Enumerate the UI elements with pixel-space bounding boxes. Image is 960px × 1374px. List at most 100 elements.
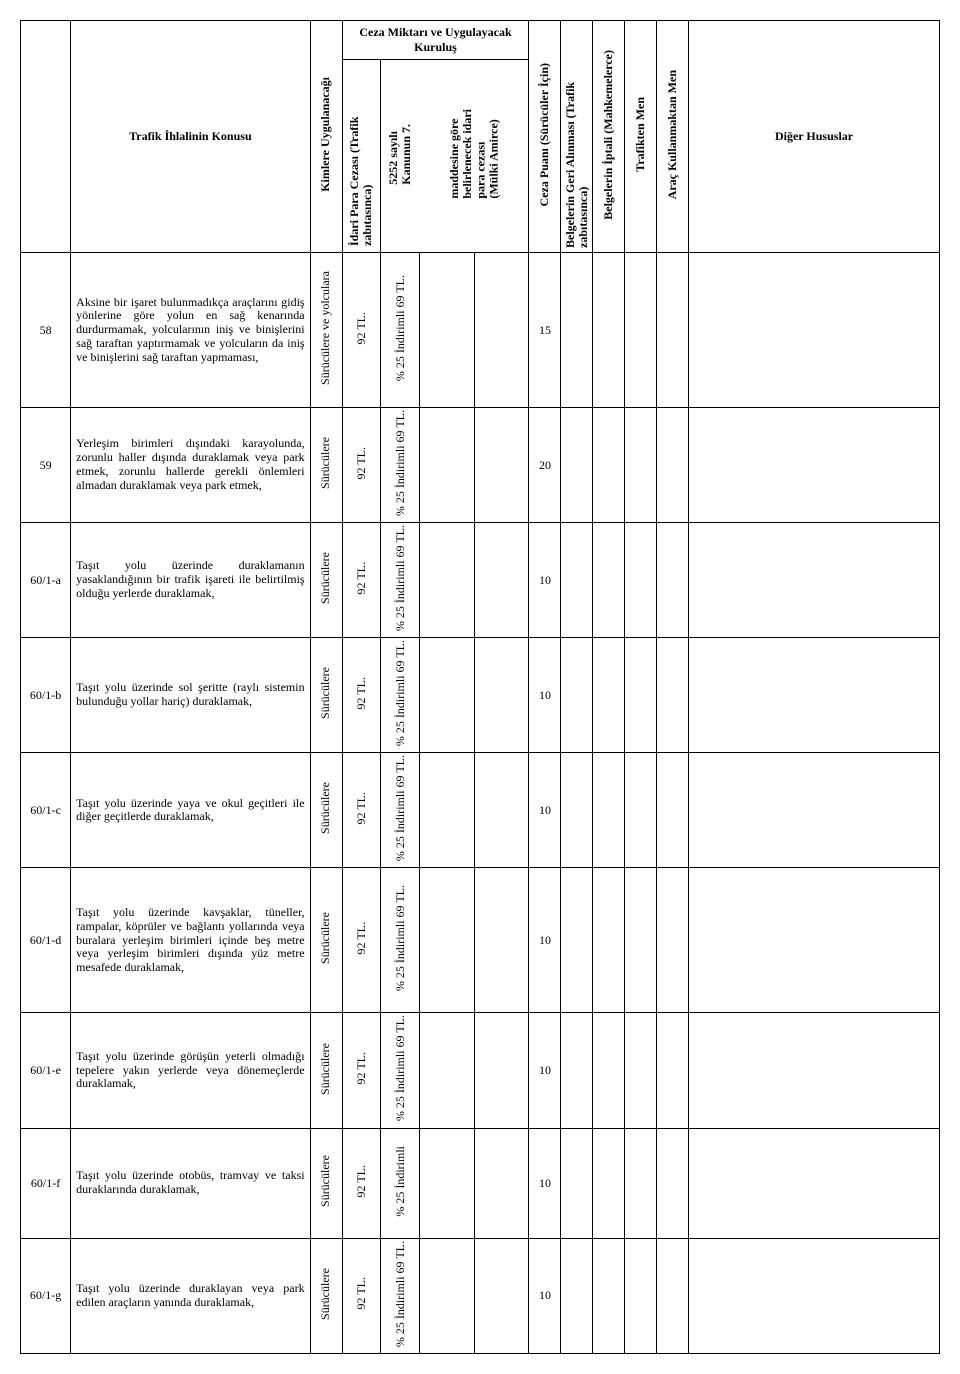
cell-diger (689, 253, 940, 408)
cell-geri (561, 408, 593, 523)
header-ceza-group: Ceza Miktarı ve Uygulayacak Kuruluş (342, 21, 529, 60)
cell-puan: 10 (529, 1238, 561, 1353)
cell-code: 60/1-a (21, 523, 71, 638)
cell-diger (689, 868, 940, 1013)
cell-desc: Taşıt yolu üzerinde duraklayan veya park… (71, 1238, 310, 1353)
cell-5252b (474, 638, 529, 753)
cell-desc: Aksine bir işaret bulunmadıkça araçların… (71, 253, 310, 408)
cell-5252a (420, 1128, 475, 1238)
cell-aracmen (657, 753, 689, 868)
cell-geri (561, 1013, 593, 1128)
cell-trafmen (625, 753, 657, 868)
cell-trafmen (625, 1128, 657, 1238)
table-row: 59Yerleşim birimleri dışındaki karayolun… (21, 408, 940, 523)
cell-trafmen (625, 1238, 657, 1353)
cell-diger (689, 1238, 940, 1353)
cell-aracmen (657, 408, 689, 523)
cell-diger (689, 523, 940, 638)
table-row: 60/1-eTaşıt yolu üzerinde görüşün yeterl… (21, 1013, 940, 1128)
cell-5252b (474, 408, 529, 523)
cell-desc: Taşıt yolu üzerinde duraklamanın yasakla… (71, 523, 310, 638)
cell-indirim: % 25 İndirimli 69 TL. (381, 868, 420, 1013)
header-puan: Ceza Puanı (Sürücüler İçin) (529, 21, 561, 253)
cell-diger (689, 1128, 940, 1238)
cell-desc: Taşıt yolu üzerinde yaya ve okul geçitle… (71, 753, 310, 868)
table-row: 60/1-dTaşıt yolu üzerinde kavşaklar, tün… (21, 868, 940, 1013)
cell-trafmen (625, 408, 657, 523)
cell-code: 60/1-e (21, 1013, 71, 1128)
cell-puan: 10 (529, 753, 561, 868)
table-row: 60/1-bTaşıt yolu üzerinde sol şeritte (r… (21, 638, 940, 753)
cell-aracmen (657, 868, 689, 1013)
header-diger: Diğer Hususlar (689, 21, 940, 253)
cell-ceza: 92 TL. (342, 408, 381, 523)
cell-diger (689, 638, 940, 753)
cell-code: 58 (21, 253, 71, 408)
header-iptal: Belgelerin İptali (Mahkemelerce) (593, 21, 625, 253)
table-header: Trafik İhlalinin Konusu Kimlere Uygulana… (21, 21, 940, 253)
cell-code: 60/1-d (21, 868, 71, 1013)
cell-iptal (593, 1238, 625, 1353)
cell-iptal (593, 753, 625, 868)
cell-puan: 15 (529, 253, 561, 408)
cell-puan: 10 (529, 1128, 561, 1238)
header-konu: Trafik İhlalinin Konusu (71, 21, 310, 253)
cell-trafmen (625, 523, 657, 638)
cell-ceza: 92 TL. (342, 1238, 381, 1353)
cell-kimlere: Sürücülere (310, 408, 342, 523)
table-row: 60/1-gTaşıt yolu üzerinde duraklayan vey… (21, 1238, 940, 1353)
cell-puan: 10 (529, 1013, 561, 1128)
cell-aracmen (657, 253, 689, 408)
header-idari: İdari Para Cezası (Trafik zabıtasınca) (342, 60, 381, 253)
cell-kimlere: Sürücülere (310, 1128, 342, 1238)
cell-kimlere: Sürücülere (310, 1013, 342, 1128)
cell-ceza: 92 TL. (342, 523, 381, 638)
cell-5252b (474, 753, 529, 868)
header-blank (21, 21, 71, 253)
table-body: 58Aksine bir işaret bulunmadıkça araçlar… (21, 253, 940, 1354)
cell-5252b (474, 868, 529, 1013)
cell-aracmen (657, 638, 689, 753)
cell-5252a (420, 868, 475, 1013)
header-5252-b: maddesine görebelirlenecek idaripara cez… (420, 60, 529, 253)
cell-ceza: 92 TL. (342, 753, 381, 868)
cell-code: 60/1-f (21, 1128, 71, 1238)
cell-kimlere: Sürücülere (310, 523, 342, 638)
cell-iptal (593, 523, 625, 638)
cell-kimlere: Sürücülere ve yolculara (310, 253, 342, 408)
cell-desc: Taşıt yolu üzerinde otobüs, tramvay ve t… (71, 1128, 310, 1238)
cell-desc: Taşıt yolu üzerinde görüşün yeterli olma… (71, 1013, 310, 1128)
cell-ceza: 92 TL. (342, 253, 381, 408)
cell-iptal (593, 1013, 625, 1128)
cell-ceza: 92 TL. (342, 638, 381, 753)
cell-kimlere: Sürücülere (310, 868, 342, 1013)
cell-5252a (420, 638, 475, 753)
cell-5252a (420, 523, 475, 638)
cell-geri (561, 1238, 593, 1353)
header-trafmen: Trafikten Men (625, 21, 657, 253)
cell-geri (561, 1128, 593, 1238)
cell-iptal (593, 408, 625, 523)
cell-5252b (474, 253, 529, 408)
cell-kimlere: Sürücülere (310, 1238, 342, 1353)
cell-trafmen (625, 1013, 657, 1128)
cell-desc: Yerleşim birimleri dışındaki karayolunda… (71, 408, 310, 523)
cell-5252b (474, 1128, 529, 1238)
cell-5252b (474, 1013, 529, 1128)
cell-indirim: % 25 İndirimli 69 TL. (381, 753, 420, 868)
cell-desc: Taşıt yolu üzerinde kavşaklar, tüneller,… (71, 868, 310, 1013)
table-row: 60/1-fTaşıt yolu üzerinde otobüs, tramva… (21, 1128, 940, 1238)
cell-indirim: % 25 İndirimli 69 TL. (381, 253, 420, 408)
cell-aracmen (657, 523, 689, 638)
cell-iptal (593, 253, 625, 408)
cell-ceza: 92 TL. (342, 1128, 381, 1238)
cell-aracmen (657, 1128, 689, 1238)
cell-iptal (593, 868, 625, 1013)
cell-aracmen (657, 1013, 689, 1128)
header-aracmen: Araç Kullanmaktan Men (657, 21, 689, 253)
cell-indirim: % 25 İndirimli 69 TL. (381, 523, 420, 638)
cell-kimlere: Sürücülere (310, 753, 342, 868)
table-row: 58Aksine bir işaret bulunmadıkça araçlar… (21, 253, 940, 408)
header-5252-a: 5252 sayılıKanunun 7. (381, 60, 420, 253)
cell-indirim: % 25 İndirimli 69 TL. (381, 1013, 420, 1128)
